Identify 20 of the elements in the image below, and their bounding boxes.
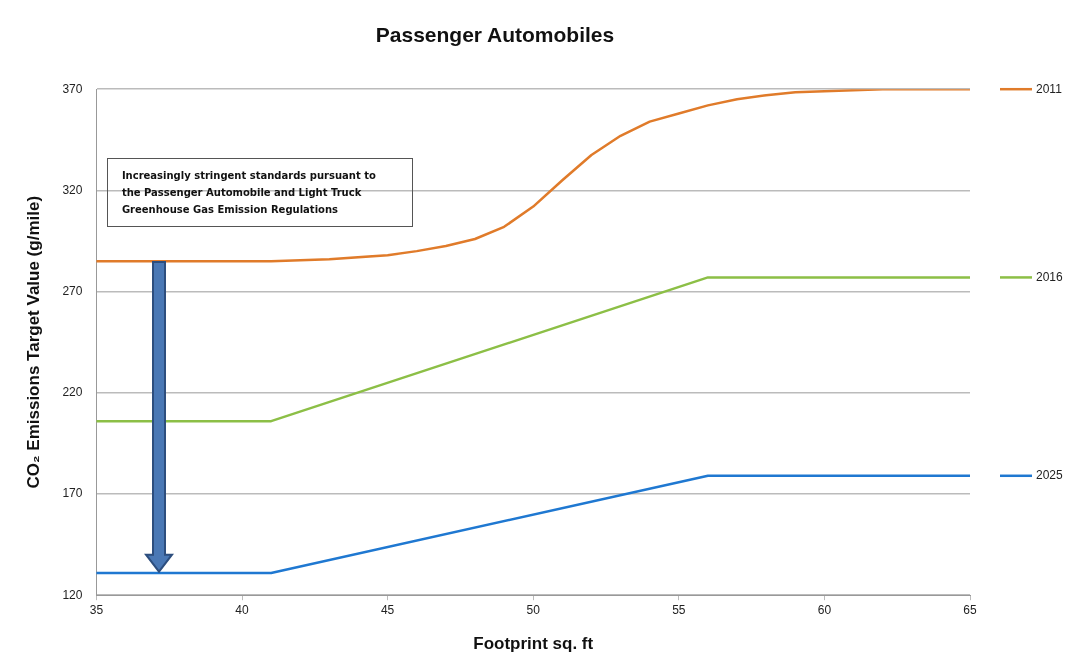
- x-tick-label: 60: [817, 602, 832, 617]
- y-tick-label: 120: [62, 587, 83, 602]
- x-axis-title: Footprint sq. ft: [473, 634, 594, 654]
- x-tick-label: 50: [526, 602, 541, 617]
- legend-label: 2011: [1036, 81, 1063, 96]
- chart-title: Passenger Automobiles: [375, 23, 615, 47]
- note-box: Increasingly stringent standards pursuant to the Passenger Automobile and Light Truck Greenhouse Gas Emission Regulations: [106, 157, 413, 227]
- y-tick-label: 270: [62, 283, 83, 298]
- x-tick-label: 55: [672, 602, 686, 617]
- x-tick-label: 40: [235, 602, 250, 617]
- y-tick-label: 170: [62, 486, 83, 501]
- x-tick-label: 45: [380, 602, 395, 617]
- legend-label: 2016: [1036, 269, 1064, 284]
- x-tick-label: 35: [89, 602, 104, 617]
- legend-label: 2025: [1036, 468, 1064, 483]
- y-tick-label: 220: [62, 385, 83, 400]
- y-tick-label: 320: [62, 182, 83, 197]
- x-tick-label: 65: [963, 602, 977, 617]
- y-tick-label: 370: [62, 81, 83, 96]
- y-axis-title: CO₂ Emissions Target Value (g/mile): [23, 195, 43, 489]
